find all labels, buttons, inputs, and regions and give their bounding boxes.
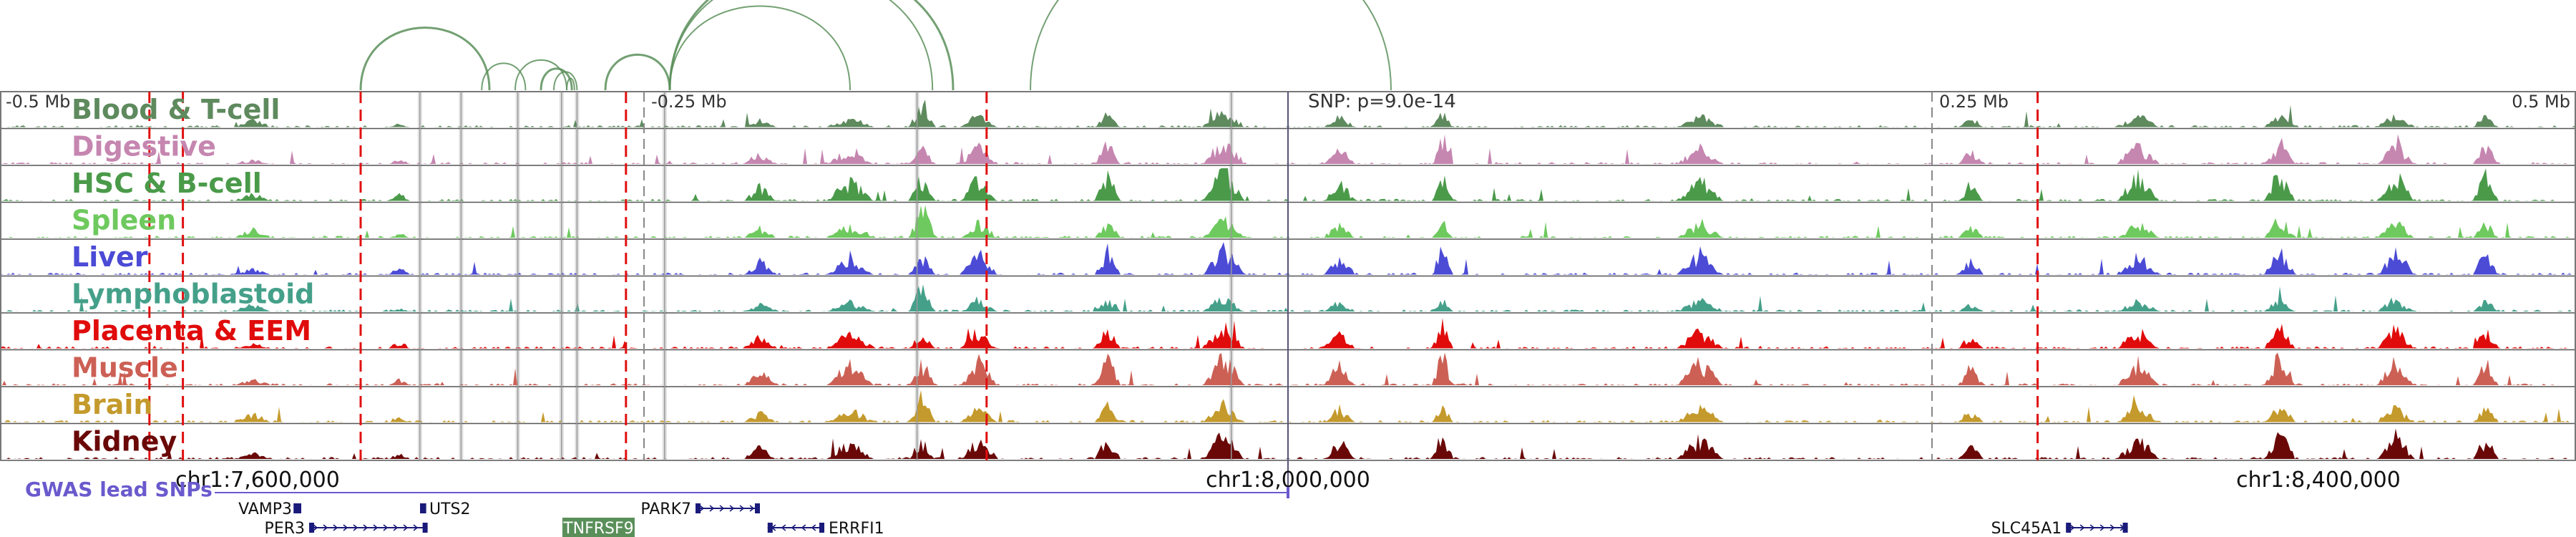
strand-arrow xyxy=(2099,524,2105,531)
gene-exon xyxy=(2122,523,2128,533)
loop-arc xyxy=(669,0,934,91)
strand-arrow xyxy=(353,524,358,531)
chromatin-loops xyxy=(359,0,1392,91)
gene-exon xyxy=(293,503,299,513)
gene-exon xyxy=(755,503,760,513)
strand-arrow xyxy=(2069,524,2075,531)
strand-arrow xyxy=(699,505,705,512)
strand-arrow xyxy=(343,524,348,531)
strand-arrow xyxy=(373,524,379,531)
strand-arrow xyxy=(791,524,796,531)
strand-arrow xyxy=(2079,524,2085,531)
track-signal xyxy=(0,242,2576,275)
relative-tick-label: 0.25 Mb xyxy=(1939,92,2009,112)
gene-label: UTS2 xyxy=(429,500,471,518)
track-signal xyxy=(0,428,2576,459)
gene-exon xyxy=(422,523,428,533)
loop-arc xyxy=(359,26,491,91)
strand-arrow xyxy=(801,524,806,531)
gene-exon xyxy=(767,523,773,533)
relative-ticks: -0.5 Mb -0.25 Mb 0.25 Mb 0.5 Mb xyxy=(6,92,2570,460)
loop-arc xyxy=(514,59,567,91)
gene-label: SLC45A1 xyxy=(1991,520,2062,537)
relative-tick-label: -0.25 Mb xyxy=(651,92,727,112)
gene-label: PER3 xyxy=(265,520,305,537)
gene-per3: PER3 xyxy=(265,520,428,537)
gwas-track-label: GWAS lead SNPs xyxy=(25,478,213,501)
strand-arrow xyxy=(811,524,816,531)
gene-exon xyxy=(296,503,301,513)
coordinate-label: chr1:7,600,000 xyxy=(175,468,340,493)
track-signal xyxy=(0,100,2576,127)
strand-arrow xyxy=(2089,524,2095,531)
loop-arc xyxy=(540,67,573,91)
track-label-9: Kidney xyxy=(72,426,177,458)
strand-arrow xyxy=(709,505,715,512)
loop-arc xyxy=(481,62,527,91)
track-label-2: HSC & B-cell xyxy=(72,168,262,199)
strand-arrow xyxy=(383,524,389,531)
strand-arrow xyxy=(781,524,786,531)
track-signal xyxy=(0,134,2576,164)
strand-arrow xyxy=(413,524,419,531)
relative-tick-label: -0.5 Mb xyxy=(6,92,70,112)
strand-arrow xyxy=(323,524,328,531)
gene-tnfrsf9: TNFRSF9 xyxy=(562,518,635,537)
track-signal xyxy=(0,284,2576,311)
track-signal xyxy=(0,168,2576,201)
strand-arrow xyxy=(403,524,409,531)
highlight-lines xyxy=(148,92,2039,495)
gene-highlight-box xyxy=(562,518,635,537)
gene-exon xyxy=(819,523,824,533)
gene-uts2: UTS2 xyxy=(420,500,471,518)
coordinate-axis: chr1:7,600,000 chr1:8,000,000 chr1:8,400,0… xyxy=(175,468,2401,493)
gene-exon xyxy=(309,523,314,533)
relative-tick-label: 0.5 Mb xyxy=(2512,92,2570,112)
strand-arrow xyxy=(2109,524,2115,531)
strand-arrow xyxy=(393,524,399,531)
gene-exon xyxy=(420,503,425,513)
gene-label: ERRFI1 xyxy=(829,520,884,537)
gene-label: TNFRSF9 xyxy=(562,520,633,537)
loop-arc xyxy=(566,77,575,91)
track-label-0: Blood & T-cell xyxy=(72,94,280,125)
snp-pvalue-label: SNP: p=9.0e-14 xyxy=(1308,91,1456,112)
strand-arrow xyxy=(719,505,725,512)
gene-label: VAMP3 xyxy=(238,500,292,518)
track-label-6: Placenta & EEM xyxy=(72,315,311,347)
track-label-8: Brain xyxy=(72,389,152,420)
track-label-5: Lymphoblastoid xyxy=(72,279,314,310)
strand-arrow xyxy=(749,505,755,512)
gene-exon xyxy=(696,503,701,513)
strand-arrow xyxy=(333,524,338,531)
loop-arc xyxy=(604,54,671,91)
gene-exon xyxy=(2066,523,2072,533)
gene-errfi1: ERRFI1 xyxy=(767,520,884,537)
track-label-7: Muscle xyxy=(72,352,178,384)
loop-arc xyxy=(668,0,955,91)
loop-arc xyxy=(553,71,578,91)
gene-annotations: VAMP3 UTS2 PARK7 PER3 TNFRSF9 ERRFI1 SLC45A1 xyxy=(238,500,2128,537)
track-label-4: Liver xyxy=(72,241,148,273)
track-label-3: Spleen xyxy=(72,205,176,236)
loop-arc xyxy=(669,5,851,91)
strand-arrow xyxy=(739,505,745,512)
gene-park7: PARK7 xyxy=(640,500,760,518)
gene-vamp3: VAMP3 xyxy=(238,500,301,518)
coordinate-label: chr1:8,400,000 xyxy=(2236,468,2401,493)
gene-slc45a1: SLC45A1 xyxy=(1991,520,2128,537)
gwas-lead-snps-track: GWAS lead SNPs xyxy=(25,478,1289,501)
strand-arrow xyxy=(729,505,735,512)
strand-arrow xyxy=(363,524,369,531)
track-labels: Blood & T-cell Digestive HSC & B-cell Splee… xyxy=(72,94,314,458)
gene-label: PARK7 xyxy=(640,500,691,518)
gwas-lead-snp-marker xyxy=(1287,487,1289,498)
loop-arc xyxy=(1030,0,1392,91)
track-label-1: Digestive xyxy=(72,131,216,163)
strand-arrow xyxy=(313,524,318,531)
track-signal xyxy=(0,205,2576,238)
track-signal xyxy=(0,352,2576,385)
